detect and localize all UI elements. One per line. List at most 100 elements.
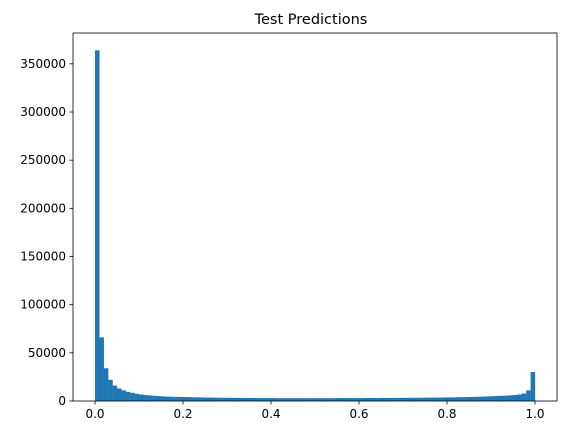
histogram-bar xyxy=(389,397,395,401)
histogram-bar xyxy=(517,394,522,401)
histogram-bar xyxy=(178,396,184,401)
histogram-bar xyxy=(473,396,478,401)
histogram-bar xyxy=(169,396,175,401)
histogram-bar xyxy=(235,397,241,401)
histogram-bar xyxy=(381,397,386,401)
histogram-bar xyxy=(425,397,430,401)
histogram-bar xyxy=(341,398,346,401)
histogram-bar xyxy=(491,396,496,401)
histogram-bar xyxy=(275,398,280,401)
histogram-bar xyxy=(271,398,276,401)
histogram-bar xyxy=(95,50,100,402)
x-axis: 0.0 0.2 0.4 0.6 0.8 1.0 xyxy=(85,401,545,421)
histogram-bar xyxy=(288,398,294,401)
x-tick-label: 1.0 xyxy=(525,407,544,421)
histogram-bar xyxy=(526,390,531,401)
histogram-bar xyxy=(354,398,360,401)
histogram-bar xyxy=(394,397,399,401)
histogram-bar xyxy=(460,397,465,401)
histogram-bar xyxy=(134,393,140,401)
histogram-bar xyxy=(403,397,408,401)
histogram-bar xyxy=(398,397,404,401)
x-tick-label: 0.8 xyxy=(437,407,456,421)
x-tick-label: 0.2 xyxy=(173,407,192,421)
histogram-bar xyxy=(407,397,412,401)
histogram-bar xyxy=(174,396,179,401)
histogram-bar xyxy=(447,397,452,401)
histogram-bar xyxy=(253,398,258,401)
y-tick-label: 100000 xyxy=(20,298,66,312)
histogram-bar xyxy=(451,397,456,401)
histogram-bar xyxy=(152,395,157,401)
histogram-bar xyxy=(367,398,373,401)
histogram-bar xyxy=(455,397,461,401)
histogram-bar xyxy=(183,397,188,401)
histogram-bar xyxy=(464,397,470,401)
histogram-bar xyxy=(499,395,505,401)
histogram-bar xyxy=(323,398,329,401)
histogram-bar xyxy=(117,388,122,401)
histogram-bar xyxy=(306,398,311,401)
histogram-bar xyxy=(121,390,126,401)
histogram-bar xyxy=(363,398,368,401)
histogram-bar xyxy=(433,397,439,401)
histogram-bar xyxy=(297,398,302,401)
histogram-bar xyxy=(469,396,474,401)
histogram-bar xyxy=(429,397,434,401)
plot-frame xyxy=(72,32,558,402)
histogram-bar xyxy=(266,398,272,401)
histogram-bar xyxy=(301,398,307,401)
histogram-bar xyxy=(249,398,254,401)
histogram-bar xyxy=(416,397,421,401)
y-tick-label: 50000 xyxy=(28,346,66,360)
histogram-bar xyxy=(319,398,324,401)
histogram-bar xyxy=(244,398,250,401)
histogram-bar xyxy=(262,398,267,401)
histogram-bar xyxy=(350,398,355,401)
histogram-bar xyxy=(310,398,316,401)
histogram-bar xyxy=(521,393,527,401)
histogram-bar xyxy=(130,392,135,401)
histogram-bar xyxy=(385,397,390,401)
y-tick-label: 200000 xyxy=(20,201,66,215)
histogram-bar xyxy=(187,397,192,401)
histogram-bar xyxy=(513,394,518,401)
histogram-bar xyxy=(147,395,153,401)
histogram-bar xyxy=(196,397,201,401)
histogram-bar xyxy=(165,396,170,401)
histogram-bar xyxy=(279,398,285,401)
y-tick-label: 350000 xyxy=(20,57,66,71)
histogram-bar xyxy=(420,397,426,401)
chart-title: Test Predictions xyxy=(254,12,368,28)
histogram-bar xyxy=(112,385,118,401)
histogram-bar xyxy=(359,398,364,401)
histogram-bar xyxy=(328,398,333,401)
histogram-bar xyxy=(227,397,232,401)
x-tick-label: 0.4 xyxy=(261,407,280,421)
histogram-bar xyxy=(156,396,162,401)
histogram-bar xyxy=(108,379,113,401)
y-tick-label: 250000 xyxy=(20,153,66,167)
histogram-bar xyxy=(222,397,228,401)
histogram-bar xyxy=(315,398,320,401)
bars-group xyxy=(95,50,536,402)
histogram-bar xyxy=(191,397,197,401)
histogram-bar xyxy=(486,396,492,401)
histogram-bar xyxy=(477,396,483,401)
x-tick-label: 0.6 xyxy=(349,407,368,421)
histogram-bar xyxy=(218,397,223,401)
histogram-bar xyxy=(240,397,245,401)
histogram-bar xyxy=(376,398,382,401)
histogram-bar xyxy=(103,368,109,401)
histogram-bar xyxy=(504,395,509,401)
histogram-bar xyxy=(508,395,514,401)
histogram-bar xyxy=(125,391,131,401)
y-tick-label: 0 xyxy=(58,394,66,408)
histogram-bar xyxy=(209,397,214,401)
histogram-bar xyxy=(205,397,210,401)
histogram-bar xyxy=(143,395,148,401)
histogram-bar xyxy=(161,396,166,401)
histogram-bar xyxy=(257,398,263,401)
x-tick-label: 0.0 xyxy=(85,407,104,421)
